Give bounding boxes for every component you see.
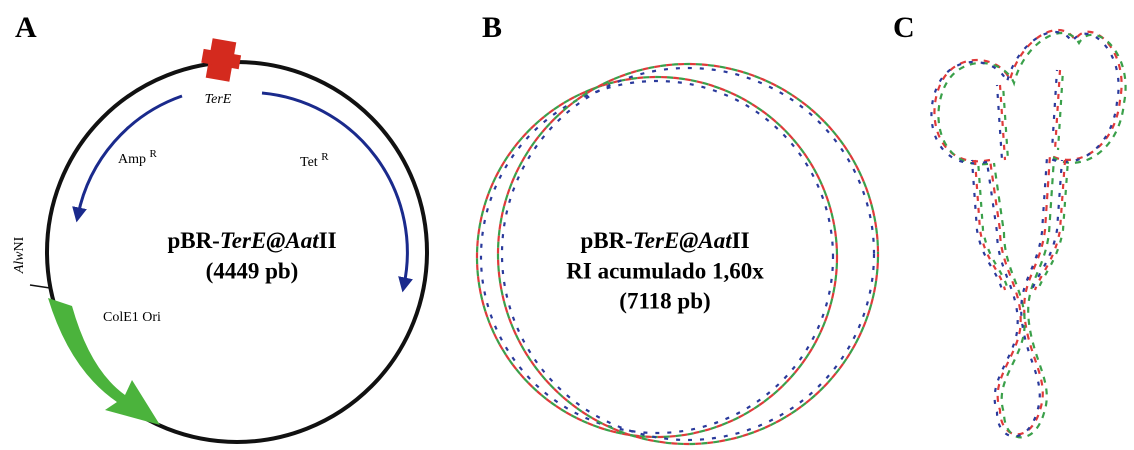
panel-label: B: [482, 11, 502, 44]
dna-structure: [931, 30, 1125, 437]
feature-label: Tet R: [300, 151, 329, 171]
tet-arrow: [262, 93, 407, 285]
feature-label: TerE: [205, 92, 232, 107]
description: RI acumulado 1,60x: [566, 258, 764, 283]
plasmid-name: pBR-TerE@AatII: [167, 228, 336, 253]
feature-label: Amp R: [118, 148, 158, 168]
site-label: AlwNI: [12, 236, 27, 274]
plasmid-size: (4449 pb): [206, 258, 299, 283]
site-tick: [30, 285, 50, 288]
plasmid-size: (7118 pb): [619, 288, 710, 313]
plasmid-name: pBR-TerE@AatII: [580, 228, 749, 253]
dna-circles: [477, 64, 878, 444]
panel-label: A: [15, 11, 37, 44]
figure: A TerE Amp R Tet R ColE1 Ori AlwNI pBR-T…: [0, 0, 1134, 450]
feature-label: ColE1 Ori: [103, 310, 161, 325]
panel-label: C: [893, 11, 915, 44]
